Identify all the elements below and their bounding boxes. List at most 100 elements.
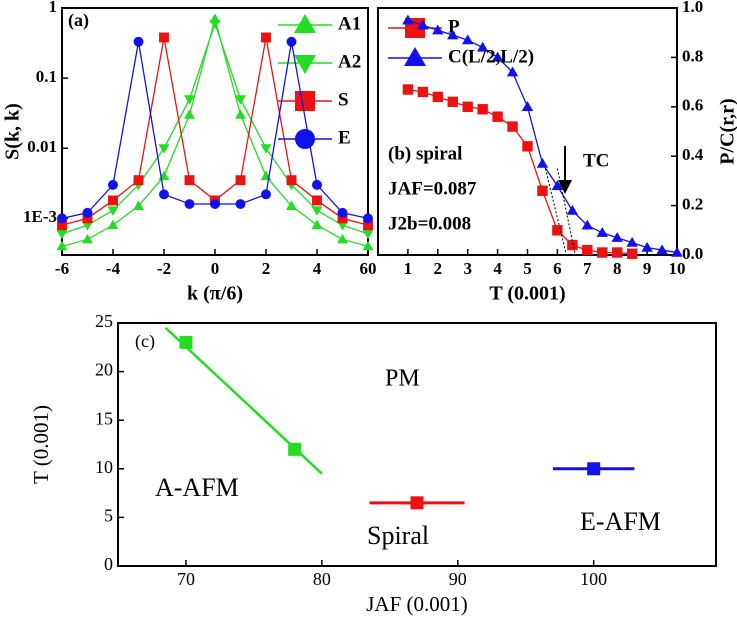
marker <box>260 144 272 154</box>
marker <box>57 213 67 224</box>
marker <box>492 111 503 122</box>
marker <box>402 84 414 95</box>
x-axis-label: k (π/6) <box>187 283 243 305</box>
x-tick-label: -2 <box>157 259 171 278</box>
marker <box>133 200 144 210</box>
marker <box>286 175 297 186</box>
marker <box>107 219 119 230</box>
legend-marker <box>294 14 316 33</box>
marker <box>597 247 608 258</box>
marker <box>179 335 193 349</box>
annotation: J2b=0.008 <box>388 213 471 234</box>
marker <box>82 233 93 244</box>
marker <box>536 157 549 168</box>
marker <box>235 95 246 105</box>
x-tick-label: 90 <box>449 569 467 589</box>
y-tick-label: 20 <box>95 360 113 380</box>
x-tick-label: 5 <box>523 259 532 278</box>
marker <box>417 86 429 98</box>
plot-frame <box>117 322 717 567</box>
series-line <box>61 16 369 247</box>
marker <box>261 32 271 43</box>
marker <box>363 220 373 231</box>
y-tick-label: 0 <box>104 554 113 574</box>
legend-label: S <box>338 89 349 110</box>
marker <box>235 199 246 209</box>
legend-label: E <box>338 127 351 148</box>
marker <box>184 95 195 105</box>
annotation: A-AFM <box>155 473 239 502</box>
marker <box>56 240 68 251</box>
y-axis-label: S(k, k) <box>2 103 24 160</box>
marker <box>337 221 348 231</box>
x-axis-label: JAF (0.001) <box>366 592 468 616</box>
y-tick-label: 1.0 <box>682 0 703 16</box>
x-tick-label: 2 <box>262 259 271 278</box>
x-tick-label: -6 <box>55 259 69 278</box>
x-tick-label: 80 <box>313 569 331 589</box>
marker <box>612 247 623 258</box>
series-line <box>407 88 633 255</box>
marker <box>184 199 195 209</box>
marker <box>312 195 322 206</box>
y-tick-label: 0.2 <box>682 195 703 214</box>
marker <box>133 175 144 186</box>
marker <box>261 189 271 200</box>
x-tick-label: 7 <box>583 259 592 278</box>
y-tick-label: 25 <box>95 311 113 331</box>
marker <box>286 36 297 47</box>
x-tick-label: -4 <box>106 259 121 278</box>
marker <box>337 233 348 244</box>
x-tick-label: 1 <box>404 259 413 278</box>
legend-label: A2 <box>338 51 361 72</box>
marker <box>362 229 374 240</box>
y-tick-label: 1E-3 <box>23 207 57 226</box>
marker <box>447 96 458 108</box>
marker <box>476 41 489 52</box>
marker <box>184 175 195 186</box>
marker <box>235 109 246 119</box>
annotation: TC <box>583 150 609 171</box>
marker <box>82 221 93 231</box>
legend-label: C(L/2,L/2) <box>448 46 534 67</box>
legend-label: A1 <box>338 13 361 34</box>
marker <box>286 200 297 210</box>
y-tick-label: 0.4 <box>682 145 704 164</box>
marker <box>108 195 118 206</box>
marker <box>362 240 374 251</box>
marker <box>521 101 534 111</box>
marker <box>537 185 548 196</box>
marker <box>410 496 424 510</box>
y-tick-label: 0.01 <box>27 137 57 156</box>
y-axis-label: T (0.001) <box>29 405 53 484</box>
marker <box>311 219 323 230</box>
marker <box>184 109 195 119</box>
marker <box>158 144 170 154</box>
marker <box>641 241 653 252</box>
marker <box>133 36 144 47</box>
marker <box>611 231 623 242</box>
panel-b: 1 2 3 4 5 6 7 8 9 100.0 0.2 0.4 0.6 0.8 1.0 T (0.001) P/… <box>377 0 737 305</box>
x-tick-label: 9 <box>643 259 652 278</box>
x-tick-label: 4 <box>493 259 502 278</box>
marker <box>582 244 593 256</box>
annotation: E-AFM <box>580 507 661 536</box>
legend-label: P <box>448 16 460 37</box>
y-tick-label: 5 <box>104 506 113 526</box>
x-tick-label: 3 <box>463 259 472 278</box>
annotation: (a) <box>68 10 89 31</box>
marker <box>491 51 504 62</box>
panel-c: 70 80 90 100 0 5 10 15 20 25 JAF (0.001) T (0.001) (… <box>29 311 717 616</box>
marker <box>626 248 638 259</box>
marker <box>107 206 119 216</box>
y-tick-label: 0.0 <box>682 244 703 263</box>
marker <box>432 91 443 103</box>
marker <box>567 239 578 251</box>
y-tick-label: 10 <box>95 457 113 477</box>
annotation: (b) spiral <box>388 143 462 164</box>
y-tick-label: 0.8 <box>682 46 703 65</box>
annotation: JAF=0.087 <box>388 178 477 199</box>
marker <box>82 207 93 218</box>
marker <box>447 29 459 40</box>
x-tick-label: 100 <box>580 569 607 589</box>
